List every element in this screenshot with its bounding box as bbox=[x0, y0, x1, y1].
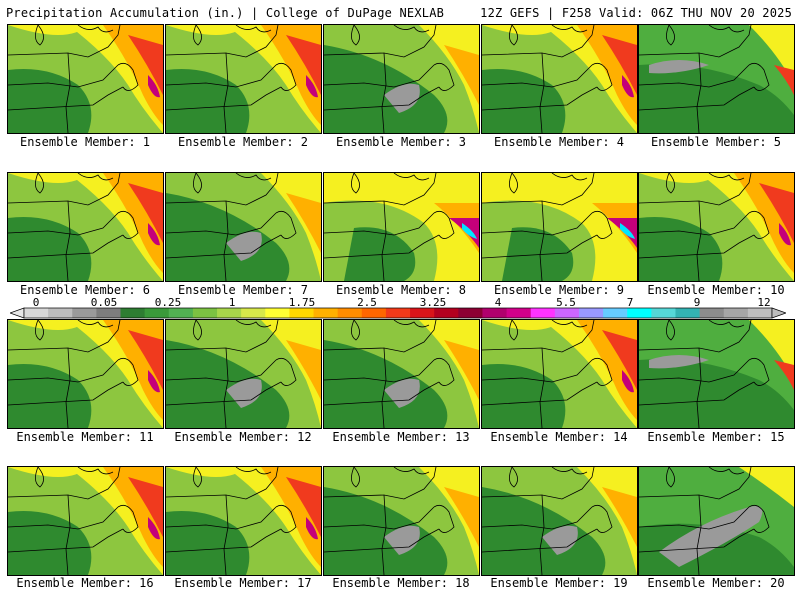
colorbar-tick-label: 7 bbox=[626, 296, 634, 309]
ensemble-member-label: Ensemble Member: 2 bbox=[177, 135, 309, 149]
ensemble-member-label: Ensemble Member: 20 bbox=[647, 576, 785, 590]
ensemble-map bbox=[481, 319, 638, 429]
colorbar-tick-label: 0.05 bbox=[90, 296, 118, 309]
colorbar-swatch bbox=[506, 308, 532, 318]
colorbar-swatch bbox=[144, 308, 170, 318]
colorbar-swatch bbox=[241, 308, 266, 318]
colorbar-swatch bbox=[434, 308, 459, 318]
ensemble-map bbox=[323, 24, 480, 134]
colorbar-tick-label: 1 bbox=[228, 296, 236, 309]
ensemble-map bbox=[638, 172, 795, 282]
ensemble-member-label: Ensemble Member: 3 bbox=[335, 135, 467, 149]
ensemble-map bbox=[7, 466, 164, 576]
ensemble-member-label: Ensemble Member: 11 bbox=[16, 430, 154, 444]
colorbar-swatch bbox=[675, 308, 701, 318]
colorbar-swatch bbox=[723, 308, 749, 318]
colorbar-swatch bbox=[313, 308, 339, 318]
colorbar-tick-label: 3.25 bbox=[419, 296, 447, 309]
ensemble-member-label: Ensemble Member: 15 bbox=[647, 430, 785, 444]
ensemble-map bbox=[165, 172, 322, 282]
ensemble-map bbox=[7, 319, 164, 429]
ensemble-map bbox=[323, 466, 480, 576]
colorbar-tick-label: 12 bbox=[757, 296, 771, 309]
ensemble-map bbox=[638, 319, 795, 429]
colorbar-swatch bbox=[192, 308, 218, 318]
ensemble-map bbox=[638, 466, 795, 576]
ensemble-member-label: Ensemble Member: 13 bbox=[332, 430, 470, 444]
ensemble-member-label: Ensemble Member: 19 bbox=[490, 576, 628, 590]
page-title: Precipitation Accumulation (in.) | Colle… bbox=[6, 6, 445, 20]
ensemble-member-label: Ensemble Member: 10 bbox=[647, 283, 785, 297]
ensemble-map bbox=[165, 319, 322, 429]
ensemble-member-label: Ensemble Member: 17 bbox=[174, 576, 312, 590]
colorbar-swatch bbox=[72, 308, 97, 318]
colorbar-right-arrow bbox=[771, 307, 786, 319]
colorbar-swatch bbox=[361, 308, 387, 318]
ensemble-member-label: Ensemble Member: 16 bbox=[16, 576, 154, 590]
ensemble-map bbox=[638, 24, 795, 134]
ensemble-member-label: Ensemble Member: 18 bbox=[332, 576, 470, 590]
colorbar-tick-label: 0 bbox=[32, 296, 40, 309]
colorbar-swatch bbox=[120, 308, 146, 318]
colorbar-tick-label: 1.75 bbox=[288, 296, 316, 309]
ensemble-member-label: Ensemble Member: 1 bbox=[19, 135, 151, 149]
ensemble-map bbox=[165, 466, 322, 576]
colorbar-swatch bbox=[265, 308, 290, 318]
ensemble-member-label: Ensemble Member: 6 bbox=[19, 283, 151, 297]
colorbar-tick-label: 9 bbox=[693, 296, 701, 309]
ensemble-member-label: Ensemble Member: 8 bbox=[335, 283, 467, 297]
ensemble-map bbox=[7, 172, 164, 282]
ensemble-map bbox=[481, 172, 638, 282]
colorbar-tick-label: 4 bbox=[494, 296, 502, 309]
colorbar-swatch bbox=[627, 308, 652, 318]
colorbar-swatch bbox=[24, 308, 49, 318]
colorbar-swatch bbox=[482, 308, 508, 318]
colorbar-swatch bbox=[96, 308, 122, 318]
colorbar-left-arrow bbox=[10, 307, 25, 319]
ensemble-member-label: Ensemble Member: 5 bbox=[650, 135, 782, 149]
colorbar-tick-label: 5.5 bbox=[556, 296, 576, 309]
colorbar bbox=[10, 307, 786, 319]
ensemble-member-label: Ensemble Member: 7 bbox=[177, 283, 309, 297]
ensemble-member-label: Ensemble Member: 14 bbox=[490, 430, 628, 444]
colorbar-swatch bbox=[747, 308, 773, 318]
colorbar-swatch bbox=[385, 308, 411, 318]
ensemble-map bbox=[323, 172, 480, 282]
ensemble-map bbox=[7, 24, 164, 134]
colorbar-swatch bbox=[554, 308, 580, 318]
ensemble-map bbox=[481, 24, 638, 134]
colorbar-tick-label: 2.5 bbox=[357, 296, 377, 309]
colorbar-swatch bbox=[578, 308, 604, 318]
colorbar-swatch bbox=[168, 308, 194, 318]
colorbar-swatch bbox=[217, 308, 242, 318]
ensemble-map bbox=[481, 466, 638, 576]
colorbar-swatch bbox=[458, 308, 483, 318]
ensemble-member-label: Ensemble Member: 4 bbox=[493, 135, 625, 149]
colorbar-tick-label: 0.25 bbox=[154, 296, 182, 309]
ensemble-member-label: Ensemble Member: 9 bbox=[493, 283, 625, 297]
ensemble-map bbox=[323, 319, 480, 429]
colorbar-swatch bbox=[603, 308, 628, 318]
ensemble-member-label: Ensemble Member: 12 bbox=[174, 430, 312, 444]
colorbar-swatch bbox=[289, 308, 315, 318]
colorbar-swatch bbox=[48, 308, 73, 318]
colorbar-swatch bbox=[530, 308, 556, 318]
colorbar-swatch bbox=[410, 308, 435, 318]
ensemble-map bbox=[165, 24, 322, 134]
colorbar-swatch bbox=[699, 308, 725, 318]
colorbar-swatch bbox=[651, 308, 676, 318]
run-info: 12Z GEFS | F258 Valid: 06Z THU NOV 20 20… bbox=[480, 6, 792, 20]
colorbar-swatch bbox=[337, 308, 363, 318]
